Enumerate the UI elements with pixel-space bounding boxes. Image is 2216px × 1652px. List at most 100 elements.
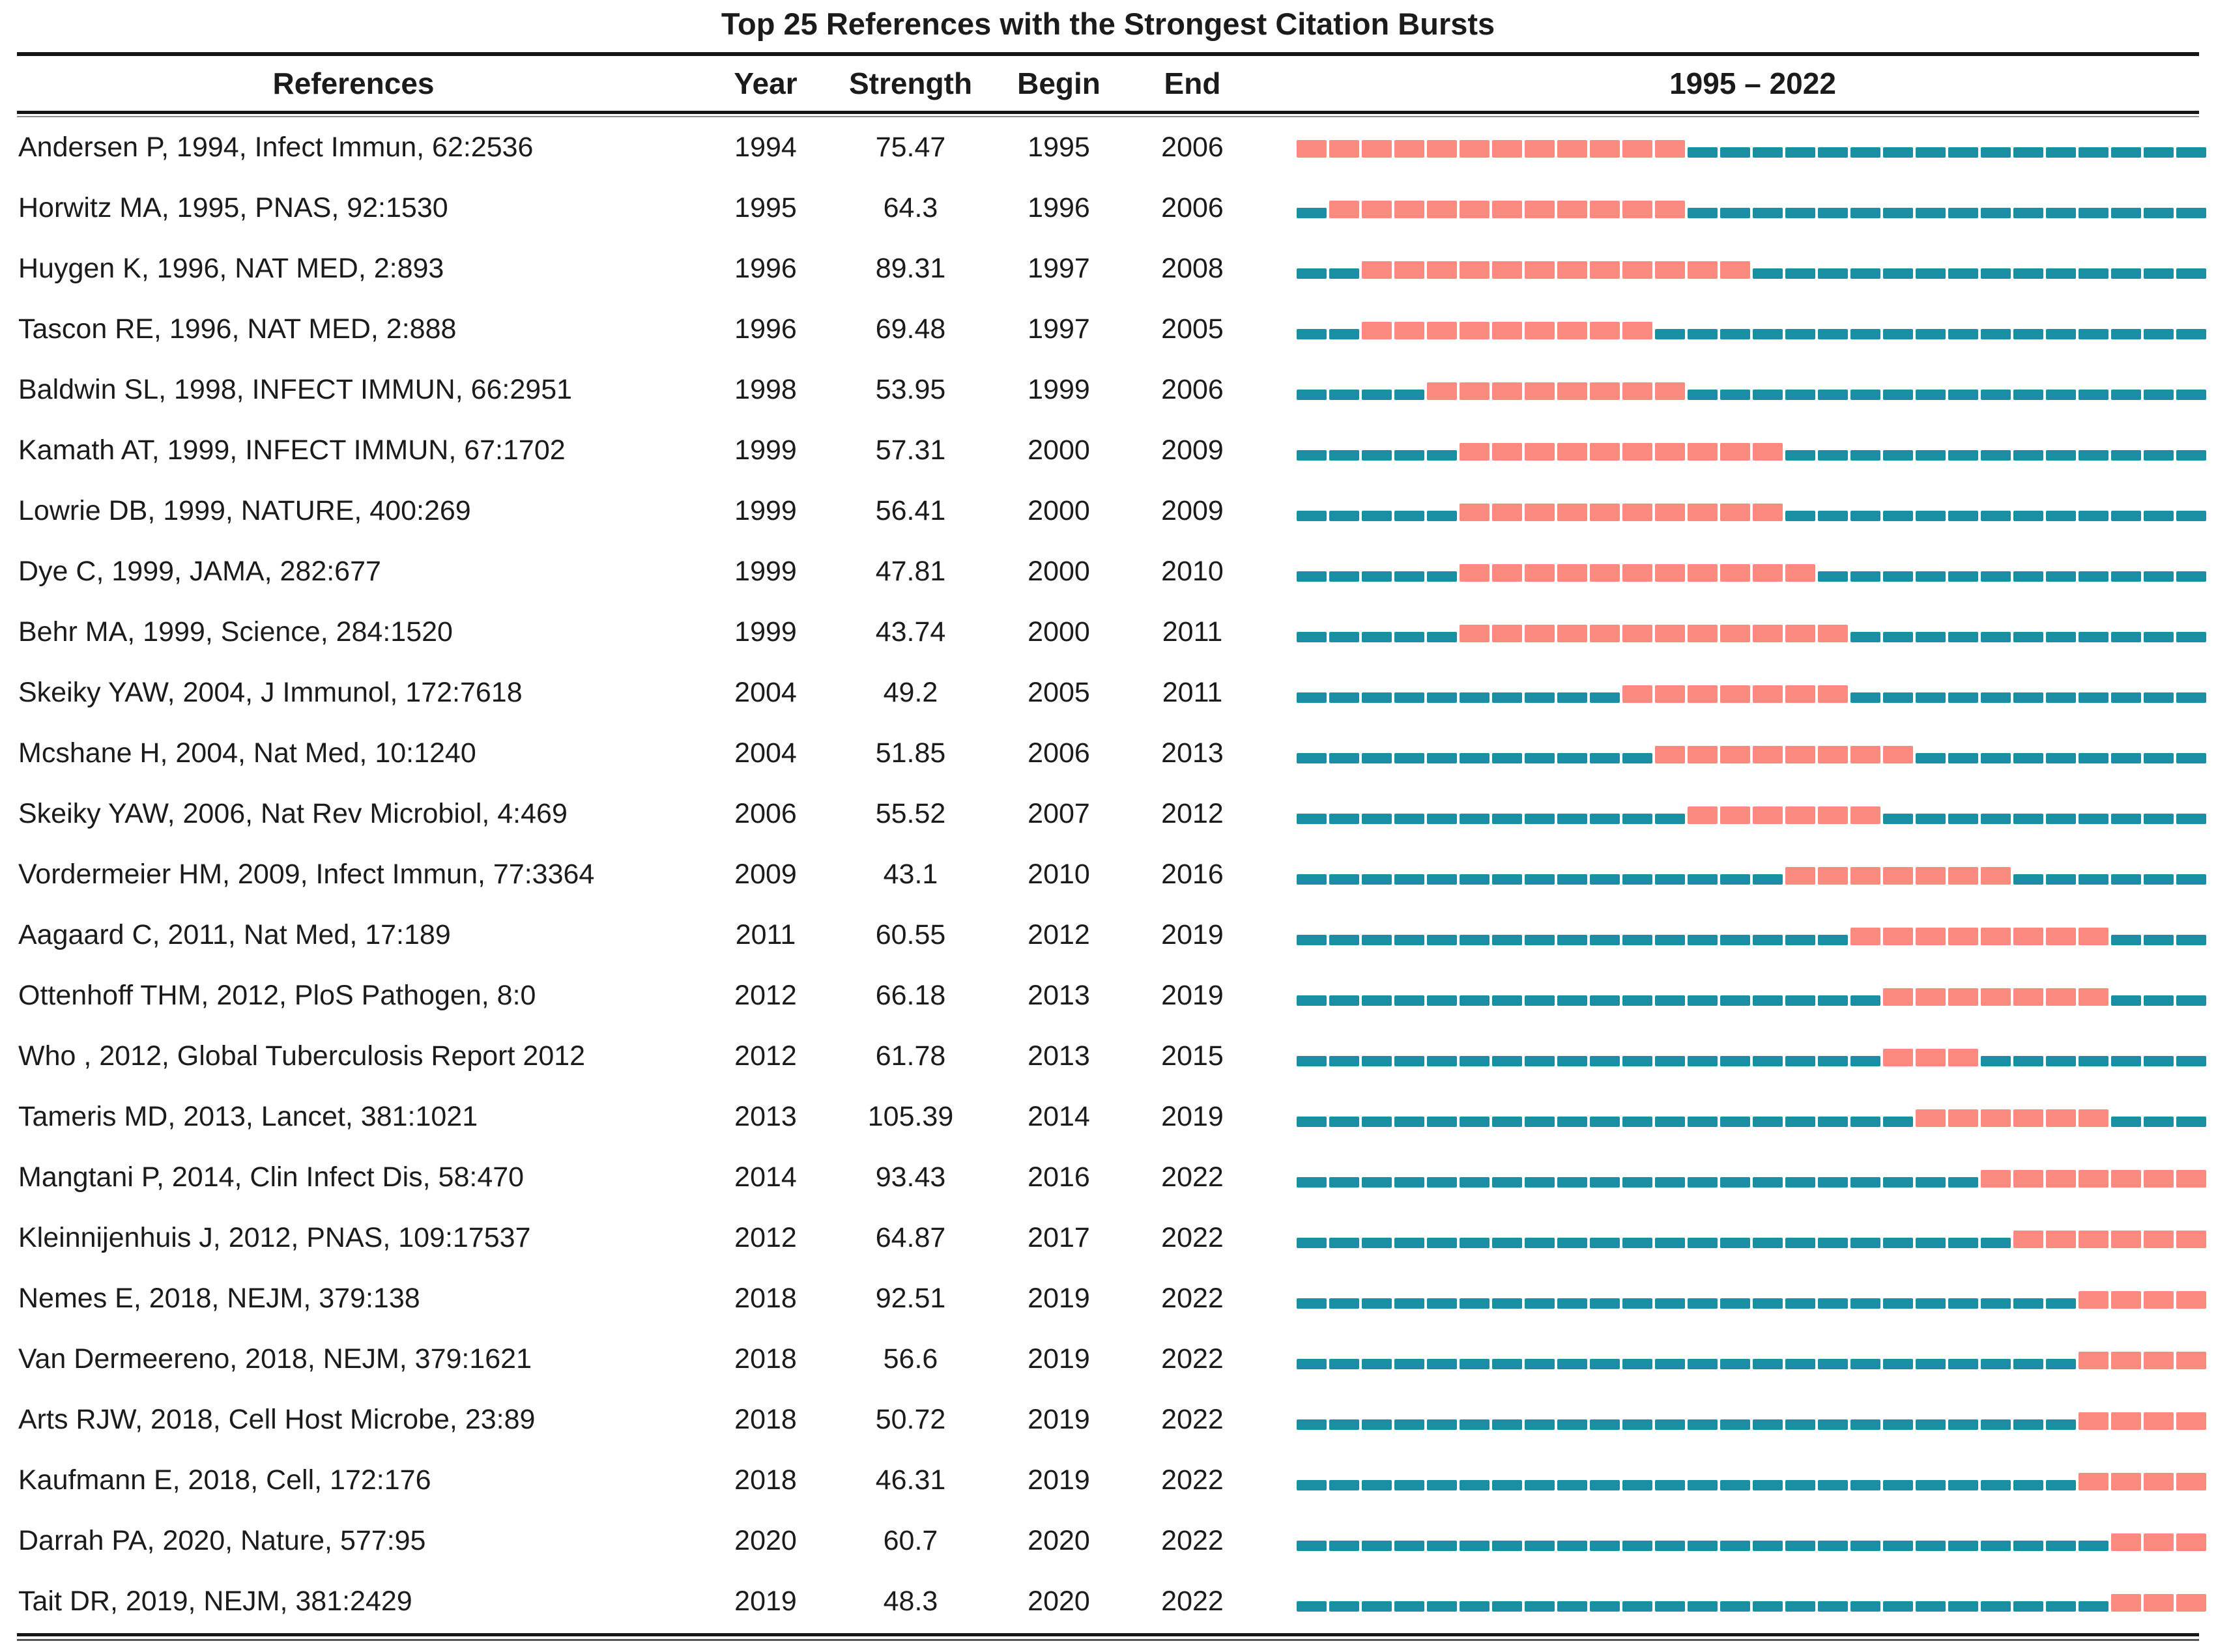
base-year-segment: [1362, 934, 1392, 945]
burst-year-segment: [2079, 988, 2108, 1006]
burst-year-segment: [1427, 382, 1457, 400]
base-year-segment: [1557, 1116, 1587, 1127]
end-cell: 2019: [1161, 1101, 1224, 1132]
base-year-segment: [1883, 692, 1913, 703]
base-year-segment: [1362, 752, 1392, 763]
burst-year-segment: [1557, 442, 1587, 461]
base-year-segment: [1590, 1358, 1620, 1369]
base-year-segment: [1460, 1479, 1489, 1490]
burst-year-segment: [1460, 503, 1489, 521]
year-cell: 1996: [734, 253, 797, 284]
base-year-segment: [2046, 1298, 2076, 1309]
base-year-segment: [1427, 1358, 1457, 1369]
base-year-segment: [2176, 207, 2206, 218]
base-year-segment: [1818, 1479, 1848, 1490]
base-year-segment: [1297, 1055, 1327, 1066]
base-year-segment: [1916, 1237, 1946, 1248]
base-year-segment: [2144, 934, 2174, 945]
timeline-cell: [1297, 1410, 2209, 1430]
burst-year-segment: [1525, 321, 1555, 339]
burst-year-segment: [2046, 1169, 2076, 1188]
base-year-segment: [2144, 692, 2174, 703]
burst-year-segment: [1362, 261, 1392, 279]
timeline-cell: [1297, 1350, 2209, 1369]
begin-cell: 2000: [1028, 495, 1090, 526]
burst-year-segment: [1492, 503, 1522, 521]
base-year-segment: [1948, 571, 1978, 582]
burst-year-segment: [1916, 866, 1946, 885]
burst-year-segment: [1525, 442, 1555, 461]
year-cell: 2012: [734, 980, 797, 1011]
base-year-segment: [1460, 1298, 1489, 1309]
burst-year-segment: [2176, 1472, 2206, 1490]
base-year-segment: [1948, 1176, 1978, 1188]
base-year-segment: [1394, 874, 1424, 885]
base-year-segment: [1427, 934, 1457, 945]
base-year-segment: [1850, 510, 1880, 521]
timeline-cell: [1297, 441, 2209, 461]
begin-cell: 2019: [1028, 1283, 1090, 1314]
base-year-segment: [1916, 813, 1946, 824]
timeline-bar: [1297, 623, 2209, 642]
table-row: Tameris MD, 2013, Lancet, 381:1021 2013 10…: [0, 1087, 2216, 1147]
begin-cell: 2000: [1028, 616, 1090, 648]
base-year-segment: [2013, 1540, 2043, 1551]
base-year-segment: [1427, 571, 1457, 582]
burst-year-segment: [1655, 563, 1685, 582]
year-cell: 2004: [734, 677, 797, 708]
base-year-segment: [1297, 1237, 1327, 1248]
base-year-segment: [2046, 1419, 2076, 1430]
base-year-segment: [2176, 268, 2206, 279]
year-cell: 1999: [734, 556, 797, 587]
begin-cell: 1996: [1028, 192, 1090, 223]
base-year-segment: [1785, 995, 1815, 1006]
burst-year-segment: [1329, 139, 1359, 158]
burst-year-segment: [1394, 261, 1424, 279]
base-year-segment: [2176, 571, 2206, 582]
end-cell: 2005: [1161, 313, 1224, 345]
base-year-segment: [1622, 1298, 1652, 1309]
base-year-segment: [1622, 1601, 1652, 1612]
base-year-segment: [2176, 449, 2206, 461]
burst-year-segment: [1590, 624, 1620, 642]
base-year-segment: [1492, 1601, 1522, 1612]
end-cell: 2022: [1161, 1525, 1224, 1556]
timeline-cell: [1297, 623, 2209, 642]
burst-year-segment: [1785, 624, 1815, 642]
base-year-segment: [1329, 449, 1359, 461]
base-year-segment: [1297, 207, 1327, 218]
base-year-segment: [1948, 1298, 1978, 1309]
base-year-segment: [1981, 510, 2011, 521]
base-year-segment: [2013, 1479, 2043, 1490]
year-cell: 2018: [734, 1283, 797, 1314]
burst-year-segment: [1590, 139, 1620, 158]
burst-year-segment: [1785, 806, 1815, 824]
burst-year-segment: [2013, 988, 2043, 1006]
base-year-segment: [1362, 1298, 1392, 1309]
base-year-segment: [2046, 1540, 2076, 1551]
begin-cell: 2020: [1028, 1586, 1090, 1617]
base-year-segment: [1883, 813, 1913, 824]
base-year-segment: [1948, 147, 1978, 158]
base-year-segment: [1916, 571, 1946, 582]
base-year-segment: [1753, 1298, 1783, 1309]
base-year-segment: [1329, 752, 1359, 763]
base-year-segment: [2144, 147, 2174, 158]
begin-cell: 2016: [1028, 1161, 1090, 1193]
burst-year-segment: [1655, 745, 1685, 763]
base-year-segment: [2176, 995, 2206, 1006]
reference-cell: Kamath AT, 1999, INFECT IMMUN, 67:1702: [18, 434, 566, 466]
table-row: Mangtani P, 2014, Clin Infect Dis, 58:47…: [0, 1147, 2216, 1208]
reference-cell: Tait DR, 2019, NEJM, 381:2429: [18, 1586, 412, 1617]
base-year-segment: [1297, 571, 1327, 582]
base-year-segment: [1394, 449, 1424, 461]
base-year-segment: [1297, 1116, 1327, 1127]
base-year-segment: [1981, 571, 2011, 582]
base-year-segment: [1883, 328, 1913, 339]
burst-year-segment: [1883, 988, 1913, 1006]
begin-cell: 2019: [1028, 1343, 1090, 1374]
base-year-segment: [1297, 934, 1327, 945]
base-year-segment: [2111, 874, 2141, 885]
base-year-segment: [2079, 207, 2108, 218]
base-year-segment: [1916, 1358, 1946, 1369]
